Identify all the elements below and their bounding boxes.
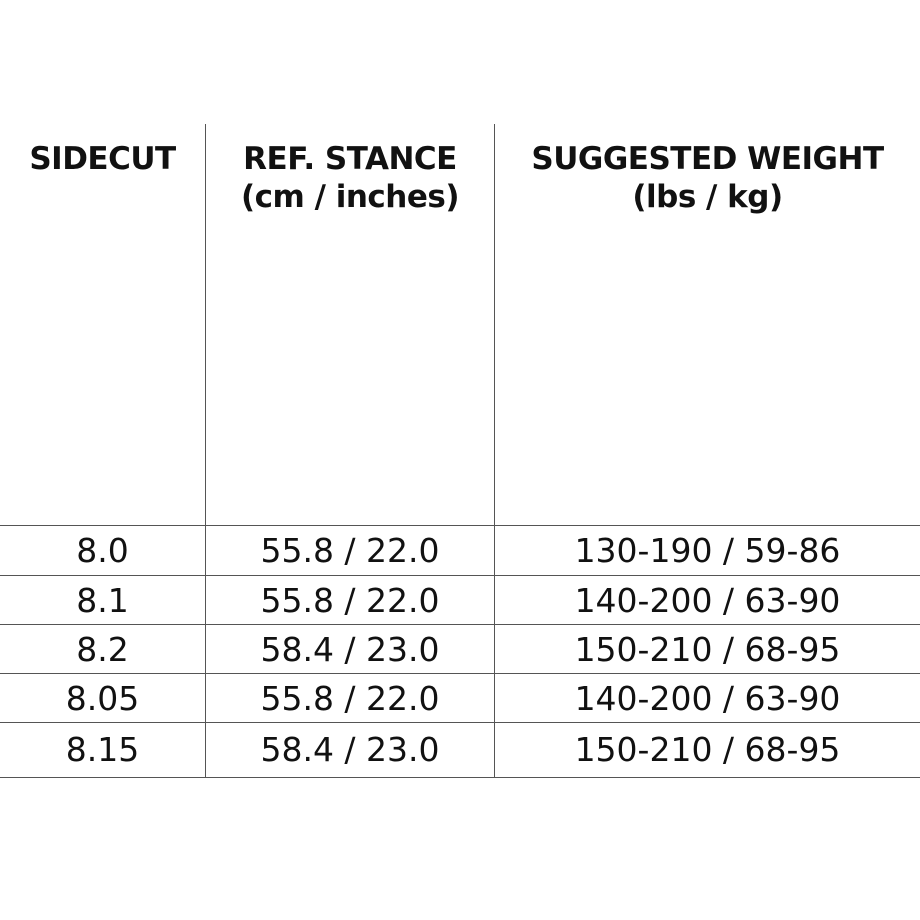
sidecut-cell: 8.0 [76,531,129,570]
stance-cell: 55.8 / 22.0 [260,679,440,718]
row-divider [0,722,920,723]
row-divider [0,777,920,778]
sidecut-cell: 8.05 [65,679,140,718]
sidecut-cell: 8.1 [76,581,129,620]
weight-cell: 140-200 / 63-90 [574,679,841,718]
row-divider [0,575,920,576]
header-text: REF. STANCE [243,141,457,177]
weight-cell: 130-190 / 59-86 [574,531,841,570]
column-divider [205,124,206,778]
sidecut-cell: 8.15 [65,730,140,769]
header-unit: (cm / inches) [240,179,460,215]
row-divider [0,624,920,625]
row-divider [0,525,920,526]
header-unit: (lbs / kg) [632,179,783,215]
header-text: SUGGESTED WEIGHT [531,141,884,177]
sidecut-cell: 8.2 [76,630,129,669]
stance-cell: 55.8 / 22.0 [260,531,440,570]
stance-cell: 58.4 / 23.0 [260,730,440,769]
column-divider [494,124,495,778]
header-suggested-weight: SUGGESTED WEIGHT (lbs / kg) [495,140,920,216]
header-ref-stance: REF. STANCE (cm / inches) [206,140,494,216]
stance-cell: 55.8 / 22.0 [260,581,440,620]
weight-cell: 140-200 / 63-90 [574,581,841,620]
header-sidecut: SIDECUT [0,140,205,178]
stance-cell: 58.4 / 23.0 [260,630,440,669]
weight-cell: 150-210 / 68-95 [574,730,841,769]
row-divider [0,673,920,674]
header-text: SIDECUT [29,141,176,177]
weight-cell: 150-210 / 68-95 [574,630,841,669]
